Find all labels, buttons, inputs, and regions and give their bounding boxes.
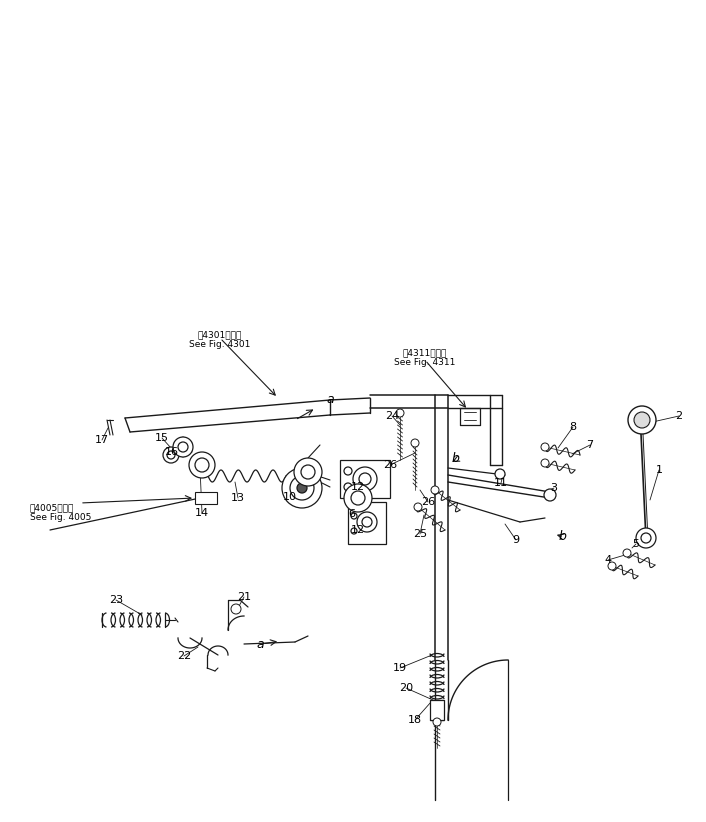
Circle shape <box>173 437 193 457</box>
Circle shape <box>163 447 179 463</box>
Text: 15: 15 <box>155 433 169 443</box>
Text: 21: 21 <box>237 592 251 602</box>
Circle shape <box>189 452 215 478</box>
Text: 24: 24 <box>385 411 399 421</box>
Text: 8: 8 <box>570 422 577 432</box>
Text: 3: 3 <box>551 483 558 493</box>
Bar <box>348 502 386 544</box>
Circle shape <box>433 718 441 726</box>
Text: 20: 20 <box>399 683 413 693</box>
Circle shape <box>351 528 357 534</box>
Bar <box>430 700 444 720</box>
Circle shape <box>294 458 322 486</box>
Text: a: a <box>326 392 334 405</box>
Text: 12: 12 <box>351 525 365 535</box>
Text: 1: 1 <box>655 465 662 475</box>
Circle shape <box>431 486 439 494</box>
Text: 笥4311図参照
See Fig. 4311: 笥4311図参照 See Fig. 4311 <box>395 348 455 367</box>
Circle shape <box>541 443 549 451</box>
Circle shape <box>396 409 404 417</box>
Text: 13: 13 <box>231 493 245 503</box>
Circle shape <box>608 562 616 570</box>
Circle shape <box>544 489 556 501</box>
Text: 17: 17 <box>95 435 109 445</box>
Bar <box>340 460 390 498</box>
Text: 22: 22 <box>177 651 191 661</box>
Circle shape <box>231 604 241 614</box>
Circle shape <box>344 467 352 475</box>
Text: 16: 16 <box>165 447 179 457</box>
Text: 2: 2 <box>676 411 683 421</box>
Text: 笥4005図参照
See Fig. 4005: 笥4005図参照 See Fig. 4005 <box>30 503 91 523</box>
Text: 12: 12 <box>351 482 365 492</box>
Text: b: b <box>451 451 459 464</box>
Circle shape <box>344 484 372 512</box>
Circle shape <box>297 483 307 493</box>
Text: 10: 10 <box>283 492 297 502</box>
Circle shape <box>414 503 422 511</box>
Text: 18: 18 <box>408 715 422 725</box>
Text: 4: 4 <box>604 555 611 565</box>
Circle shape <box>411 439 419 447</box>
Circle shape <box>623 549 631 557</box>
Circle shape <box>357 512 377 532</box>
Circle shape <box>495 469 505 479</box>
Text: 26: 26 <box>421 497 435 507</box>
Circle shape <box>634 412 650 428</box>
Circle shape <box>344 483 352 491</box>
Text: 11: 11 <box>494 478 508 488</box>
Text: 笥4301図参照
See Fig. 4301: 笥4301図参照 See Fig. 4301 <box>189 330 251 349</box>
Circle shape <box>628 406 656 434</box>
Text: 26: 26 <box>383 460 397 470</box>
Text: 19: 19 <box>393 663 407 673</box>
Bar <box>195 492 217 504</box>
Text: 6: 6 <box>349 509 356 519</box>
Text: 23: 23 <box>109 595 123 605</box>
Text: a: a <box>256 638 264 650</box>
Circle shape <box>636 528 656 548</box>
Circle shape <box>282 468 322 508</box>
Circle shape <box>541 459 549 467</box>
Text: 25: 25 <box>413 529 427 539</box>
Text: b: b <box>558 529 566 543</box>
Text: 9: 9 <box>513 535 520 545</box>
Text: 5: 5 <box>633 539 640 549</box>
Circle shape <box>351 513 357 519</box>
Text: 14: 14 <box>195 508 209 518</box>
Circle shape <box>353 467 377 491</box>
Text: 7: 7 <box>587 440 594 450</box>
